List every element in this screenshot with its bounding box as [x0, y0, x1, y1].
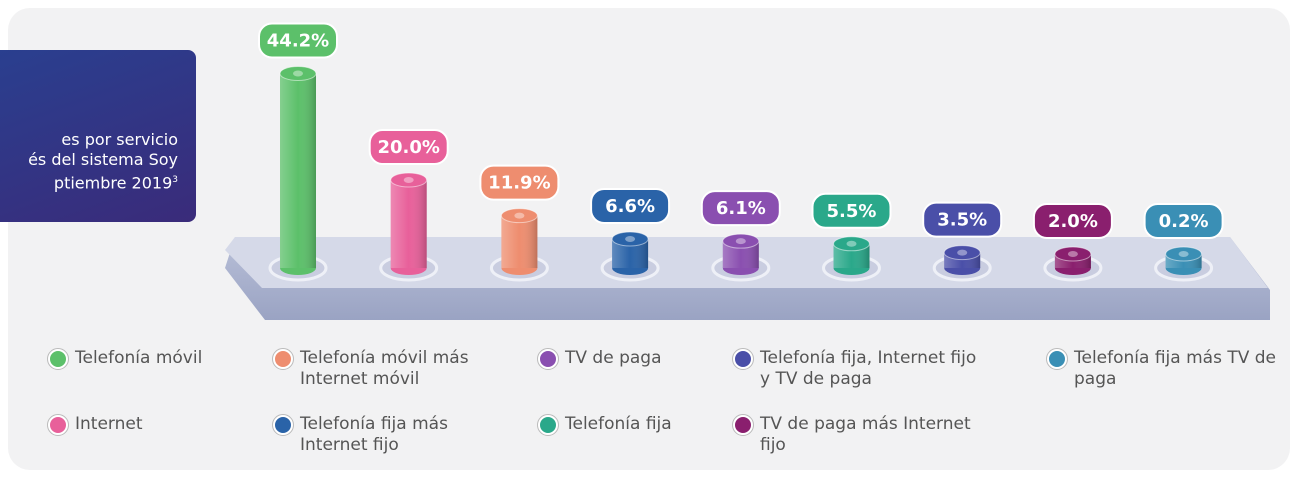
- legend-swatch-ring: [537, 348, 559, 370]
- bar-top: [500, 208, 538, 224]
- value-label: 20.0%: [377, 137, 439, 158]
- bar-top-dot: [403, 177, 414, 183]
- legend-swatch: [538, 349, 558, 369]
- legend-swatch: [273, 415, 293, 435]
- bar-top-dot: [625, 235, 636, 242]
- bar-top: [722, 233, 760, 249]
- legend-swatch: [538, 415, 558, 435]
- legend-label: Telefonía móvil más Internet móvil: [300, 348, 469, 389]
- bar-top: [611, 231, 649, 247]
- footnote-mark: 3: [172, 175, 178, 185]
- legend-swatch-ring: [272, 348, 294, 370]
- legend-swatch: [273, 349, 293, 369]
- legend-swatch: [733, 349, 753, 369]
- bar-top: [833, 236, 870, 252]
- bar-top-dot: [1178, 251, 1189, 257]
- value-pill: [1032, 203, 1113, 239]
- bar-top-dot: [957, 249, 968, 256]
- value-pill: [1143, 203, 1224, 239]
- value-pill: [479, 164, 560, 201]
- title-line: és del sistema Soy: [0, 150, 178, 170]
- legend-swatch: [48, 415, 68, 435]
- bar-top-dot: [514, 212, 525, 219]
- title-box: es por servicio és del sistema Soy ptiembr…: [0, 50, 196, 222]
- legend-swatch-ring: [272, 414, 294, 436]
- title-line: es por servicio: [0, 130, 178, 150]
- legend-swatch: [48, 349, 68, 369]
- value-pill: [258, 22, 338, 59]
- bar-top-dot: [735, 238, 746, 245]
- bar-shade: [390, 180, 427, 268]
- legend-swatch: [1047, 349, 1067, 369]
- title-line: ptiembre 20193: [0, 170, 178, 193]
- value-label: 6.6%: [605, 196, 655, 217]
- value-pill: [590, 187, 671, 224]
- legend-label: TV de paga: [565, 348, 662, 368]
- title-text: es por servicio: [61, 130, 178, 149]
- bar-top-dot: [846, 240, 857, 247]
- bar-top: [943, 245, 981, 261]
- legend-label: Telefonía fija: [565, 414, 672, 434]
- legend-swatch: [733, 415, 753, 435]
- legend-swatch-ring: [47, 348, 69, 370]
- value-label: 6.1%: [716, 198, 766, 219]
- legend-swatch-ring: [47, 414, 69, 436]
- value-label: 44.2%: [267, 31, 329, 52]
- bar-shade: [501, 215, 538, 268]
- legend-swatch-ring: [732, 414, 754, 436]
- legend-swatch-ring: [732, 348, 754, 370]
- legend-swatch-ring: [1046, 348, 1068, 370]
- value-pill: [700, 190, 781, 227]
- title-text: és del sistema Soy: [28, 150, 178, 169]
- legend-label: Telefonía móvil: [75, 348, 203, 368]
- value-label: 3.5%: [937, 210, 987, 231]
- value-label: 0.2%: [1159, 211, 1209, 232]
- bar-top-dot: [293, 70, 303, 77]
- title-text: ptiembre 2019: [53, 173, 173, 193]
- bar-shade: [280, 73, 316, 269]
- bar-top-dot: [1067, 251, 1078, 257]
- legend-label: TV de paga más Internet fijo: [760, 414, 971, 455]
- legend-label: Telefonía fija más TV de paga: [1074, 348, 1276, 389]
- legend-label: Telefonía fija, Internet fijo y TV de pa…: [760, 348, 977, 389]
- value-pill: [811, 192, 892, 229]
- legend-label: Internet: [75, 414, 143, 434]
- value-label: 11.9%: [488, 173, 550, 194]
- bar-top: [390, 172, 428, 188]
- bar-top: [1165, 246, 1203, 262]
- value-pill: [368, 129, 449, 165]
- value-label: 2.0%: [1048, 211, 1098, 232]
- bar-top: [279, 66, 317, 82]
- value-label: 5.5%: [827, 201, 877, 222]
- bar-top: [1054, 246, 1092, 262]
- legend-label: Telefonía fija más Internet fijo: [300, 414, 448, 455]
- value-pill: [922, 201, 1003, 238]
- legend-swatch-ring: [537, 414, 559, 436]
